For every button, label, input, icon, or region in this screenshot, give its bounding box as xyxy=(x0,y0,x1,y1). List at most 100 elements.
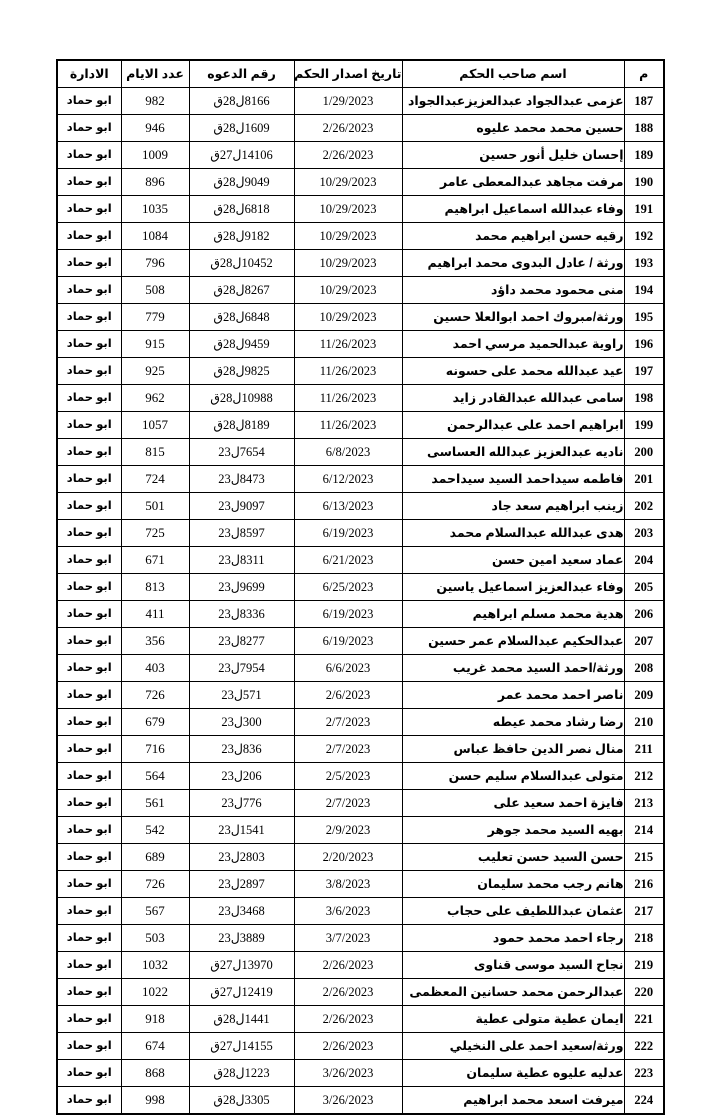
column-header-serial: م xyxy=(623,59,665,88)
cell-name: عبدالرحمن محمد حسانين المعظمى xyxy=(401,978,625,1006)
cell-date: 6/19/2023 xyxy=(293,519,403,547)
cell-administration: ابو حماد xyxy=(56,492,122,520)
cell-name: هدى عبدالله عبدالسلام محمد xyxy=(401,519,625,547)
cell-case-number: 300ل23 xyxy=(188,708,295,736)
cell-serial: 199 xyxy=(623,411,665,439)
cell-case-number: 776ل23 xyxy=(188,789,295,817)
cell-days: 815 xyxy=(120,438,190,466)
cell-date: 2/9/2023 xyxy=(293,816,403,844)
table-row: 189 إحسان خليل أنور حسين 2/26/2023 14106ل27… xyxy=(56,141,665,169)
cell-administration: ابو حماد xyxy=(56,735,122,763)
cell-date: 3/8/2023 xyxy=(293,870,403,898)
table-row: 222 ورثة/سعيد احمد على النخيلي 2/26/2023 14… xyxy=(56,1032,665,1060)
cell-date: 2/26/2023 xyxy=(293,951,403,979)
table-row: 220 عبدالرحمن محمد حسانين المعظمى 2/26/202… xyxy=(56,978,665,1006)
cell-serial: 218 xyxy=(623,924,665,952)
cell-date: 3/7/2023 xyxy=(293,924,403,952)
column-header-administration: الادارة xyxy=(56,59,122,88)
cell-name: هانم رجب محمد سليمان xyxy=(401,870,625,898)
table-row: 218 رجاء احمد محمد حمود 3/7/2023 3889ل23 503… xyxy=(56,924,665,952)
cell-name: عدليه عليوه عطية سليمان xyxy=(401,1059,625,1087)
cell-administration: ابو حماد xyxy=(56,168,122,196)
cell-administration: ابو حماد xyxy=(56,897,122,925)
cell-case-number: 2803ل23 xyxy=(188,843,295,871)
cell-administration: ابو حماد xyxy=(56,654,122,682)
cell-administration: ابو حماد xyxy=(56,411,122,439)
cell-name: حسين محمد محمد عليوه xyxy=(401,114,625,142)
cell-administration: ابو حماد xyxy=(56,708,122,736)
cell-administration: ابو حماد xyxy=(56,1005,122,1033)
cell-days: 896 xyxy=(120,168,190,196)
cell-days: 674 xyxy=(120,1032,190,1060)
cell-date: 2/26/2023 xyxy=(293,141,403,169)
cell-days: 403 xyxy=(120,654,190,682)
cell-case-number: 8336ل23 xyxy=(188,600,295,628)
cell-serial: 194 xyxy=(623,276,665,304)
cell-name: ميرفت اسعد محمد ابراهيم xyxy=(401,1086,625,1115)
cell-name: ناديه عبدالعزيز عبدالله العساسى xyxy=(401,438,625,466)
cell-date: 2/20/2023 xyxy=(293,843,403,871)
cell-days: 998 xyxy=(120,1086,190,1115)
cell-serial: 211 xyxy=(623,735,665,763)
cell-days: 779 xyxy=(120,303,190,331)
cell-administration: ابو حماد xyxy=(56,978,122,1006)
document-page: م اسم صاحب الحكم تاريخ اصدار الحكم رقم ا… xyxy=(56,59,665,1115)
cell-name: فايزة احمد سعيد على xyxy=(401,789,625,817)
cell-name: نجاح السيد موسى قناوى xyxy=(401,951,625,979)
cell-case-number: 8267ل28ق xyxy=(188,276,295,304)
table-header: م اسم صاحب الحكم تاريخ اصدار الحكم رقم ا… xyxy=(56,59,665,88)
cell-days: 356 xyxy=(120,627,190,655)
cell-administration: ابو حماد xyxy=(56,843,122,871)
cell-case-number: 13970ل27ق xyxy=(188,951,295,979)
cell-date: 6/19/2023 xyxy=(293,600,403,628)
cell-date: 6/25/2023 xyxy=(293,573,403,601)
cell-case-number: 14155ل27ق xyxy=(188,1032,295,1060)
table-row: 201 فاطمه سيداحمد السيد سيداحمد 6/12/2023 8… xyxy=(56,465,665,493)
cell-case-number: 12419ل27ق xyxy=(188,978,295,1006)
cell-administration: ابو حماد xyxy=(56,1059,122,1087)
cell-case-number: 8473ل23 xyxy=(188,465,295,493)
cell-days: 1009 xyxy=(120,141,190,169)
cell-serial: 198 xyxy=(623,384,665,412)
table-row: 204 عماد سعيد امين حسن 6/21/2023 8311ل23 671… xyxy=(56,546,665,574)
cell-administration: ابو حماد xyxy=(56,762,122,790)
cell-days: 726 xyxy=(120,681,190,709)
cell-case-number: 1441ل28ق xyxy=(188,1005,295,1033)
cell-administration: ابو حماد xyxy=(56,600,122,628)
cell-serial: 220 xyxy=(623,978,665,1006)
cell-days: 725 xyxy=(120,519,190,547)
cell-case-number: 6848ل28ق xyxy=(188,303,295,331)
cell-days: 982 xyxy=(120,87,190,115)
table-row: 207 عبدالحكيم عبدالسلام عمر حسين 6/19/2023… xyxy=(56,627,665,655)
cell-date: 6/19/2023 xyxy=(293,627,403,655)
cell-date: 10/29/2023 xyxy=(293,195,403,223)
cell-days: 679 xyxy=(120,708,190,736)
cell-case-number: 9825ل28ق xyxy=(188,357,295,385)
cell-case-number: 3889ل23 xyxy=(188,924,295,952)
cell-administration: ابو حماد xyxy=(56,276,122,304)
cell-name: سامى عبدالله عبدالقادر زايد xyxy=(401,384,625,412)
cell-administration: ابو حماد xyxy=(56,384,122,412)
judgments-table-container: م اسم صاحب الحكم تاريخ اصدار الحكم رقم ا… xyxy=(56,59,665,1115)
cell-days: 567 xyxy=(120,897,190,925)
table-row: 198 سامى عبدالله عبدالقادر زايد 11/26/2023… xyxy=(56,384,665,412)
table-row: 197 عيد عبدالله محمد على حسونه 11/26/2023 9… xyxy=(56,357,665,385)
table-row: 217 عثمان عبداللطيف على حجاب 3/6/2023 3468ل… xyxy=(56,897,665,925)
cell-serial: 213 xyxy=(623,789,665,817)
table-row: 213 فايزة احمد سعيد على 2/7/2023 776ل23 561 ا… xyxy=(56,789,665,817)
cell-days: 918 xyxy=(120,1005,190,1033)
table-row: 224 ميرفت اسعد محمد ابراهيم 3/26/2023 3305ل… xyxy=(56,1086,665,1115)
cell-administration: ابو حماد xyxy=(56,816,122,844)
cell-administration: ابو حماد xyxy=(56,87,122,115)
cell-name: ورثة/احمد السيد محمد غريب xyxy=(401,654,625,682)
table-row: 196 راوية عبدالحميد مرسي احمد 11/26/2023 94… xyxy=(56,330,665,358)
cell-name: حسن السيد حسن تعليب xyxy=(401,843,625,871)
cell-case-number: 1223ل28ق xyxy=(188,1059,295,1087)
cell-name: متولى عبدالسلام سليم حسن xyxy=(401,762,625,790)
cell-days: 925 xyxy=(120,357,190,385)
cell-case-number: 3305ل28ق xyxy=(188,1086,295,1115)
column-header-date: تاريخ اصدار الحكم xyxy=(293,59,403,88)
table-row: 205 وفاء عبدالعزيز اسماعيل ياسين 6/25/2023… xyxy=(56,573,665,601)
cell-name: راوية عبدالحميد مرسي احمد xyxy=(401,330,625,358)
cell-serial: 206 xyxy=(623,600,665,628)
